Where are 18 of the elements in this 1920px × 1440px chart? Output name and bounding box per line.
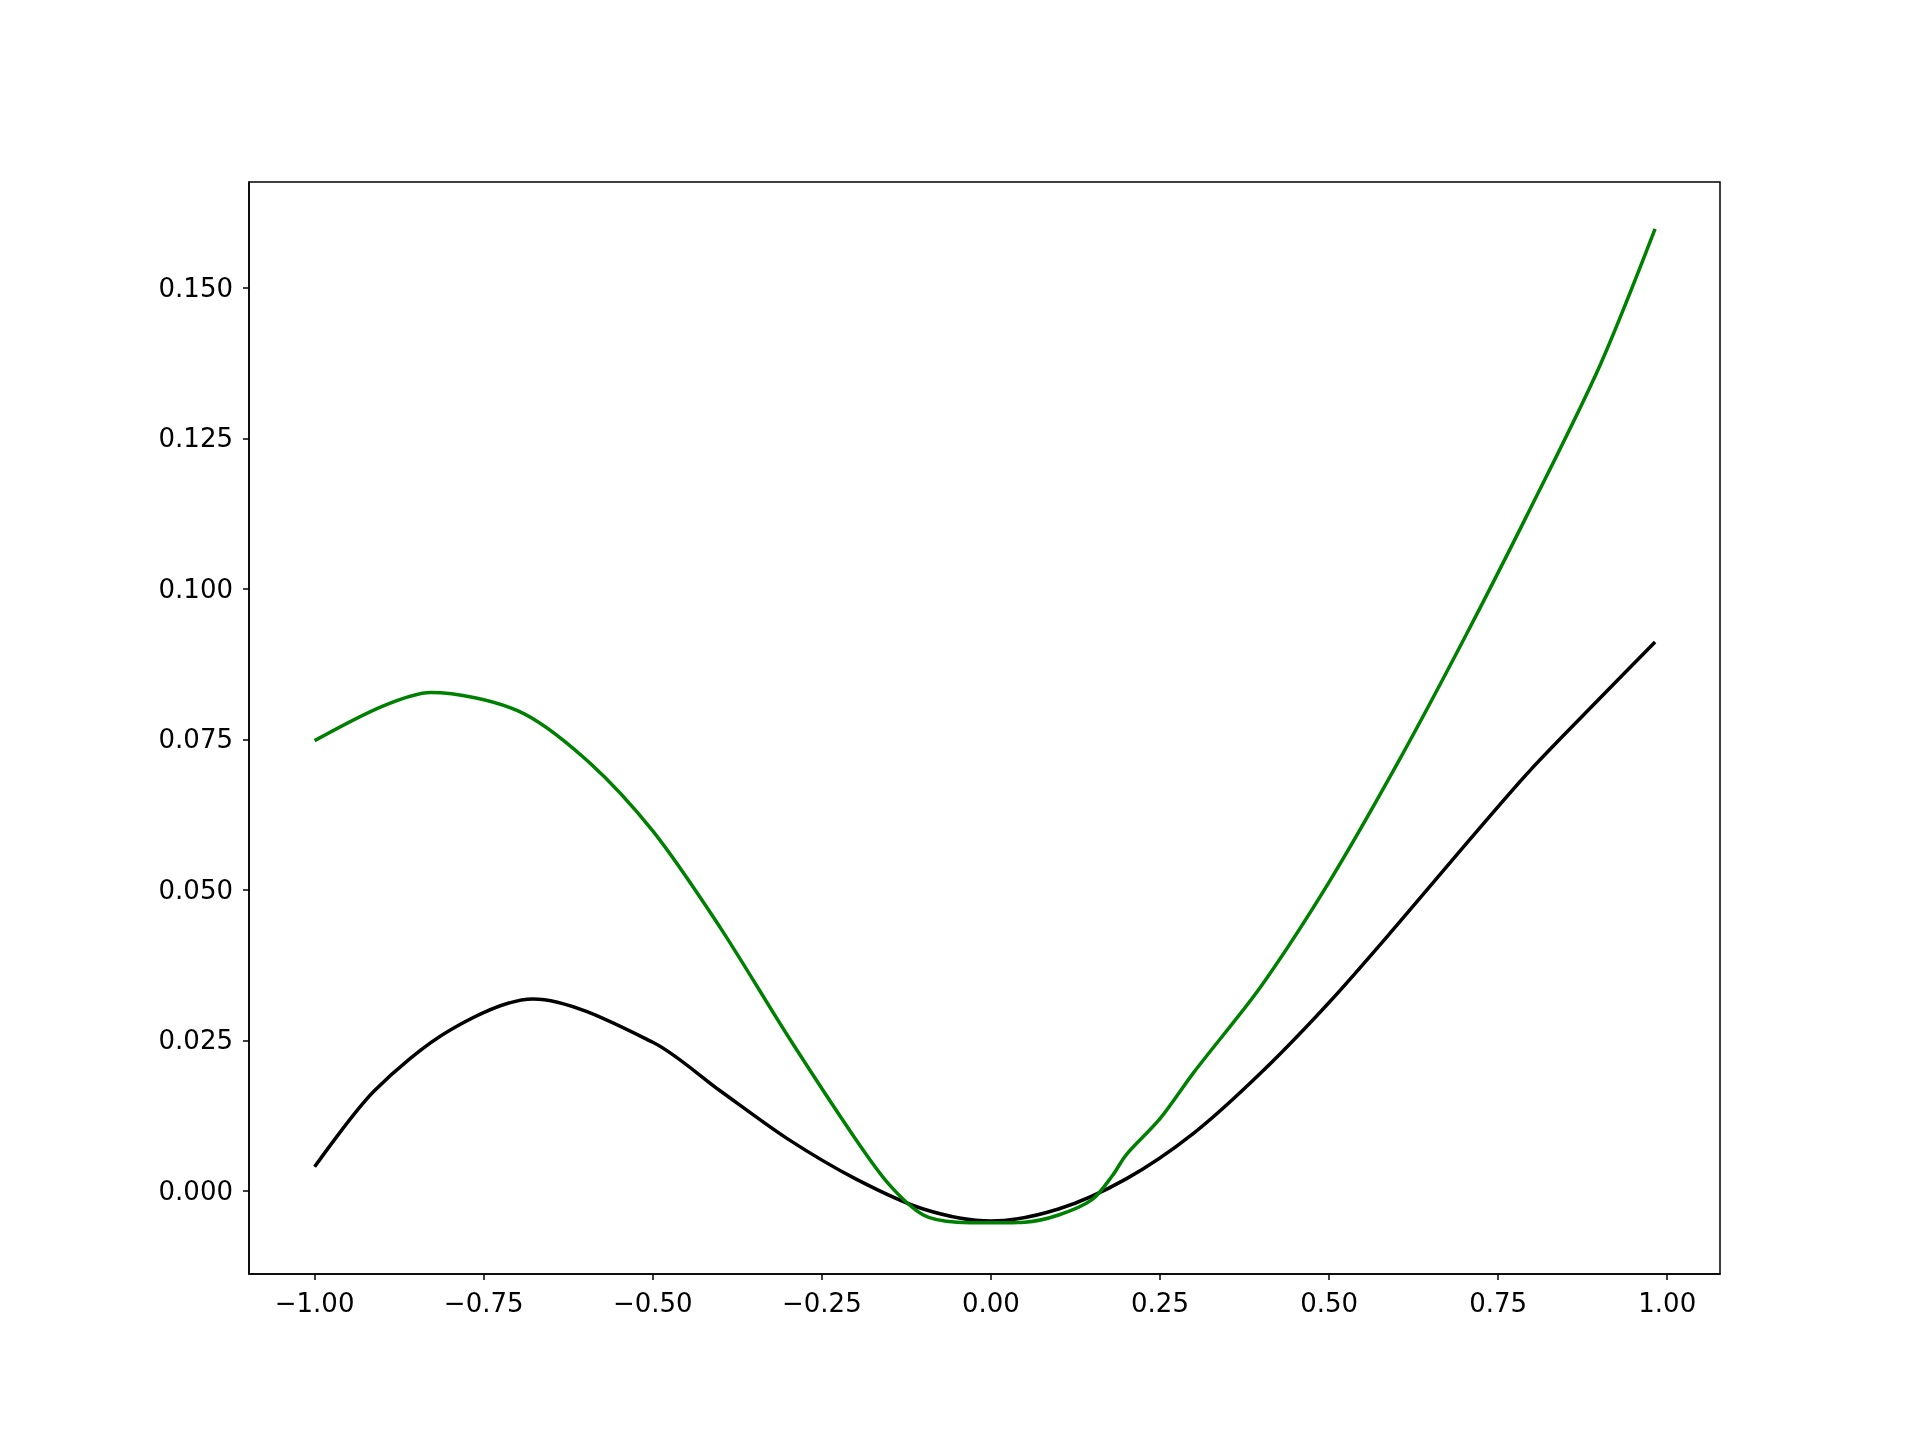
x-tick-label: −0.25: [782, 1288, 862, 1318]
x-tick-label: 0.25: [1131, 1288, 1189, 1318]
line-series: [312, 640, 1657, 1223]
y-tick-label: 0.125: [158, 423, 233, 454]
x-tick-label: −1.00: [274, 1288, 355, 1318]
y-tick-label: 0.025: [158, 1025, 233, 1056]
x-tick-label: 0.75: [1469, 1288, 1528, 1318]
y-tick-label: 0.050: [158, 874, 233, 905]
x-tick-label: −0.75: [443, 1288, 524, 1318]
y-tick-label: 0.075: [158, 724, 233, 755]
y-tick-label: 0.100: [158, 573, 233, 604]
line-series: [312, 227, 1657, 1225]
y-tick-label: 0.150: [158, 272, 233, 303]
x-tick-label: −0.50: [612, 1288, 693, 1318]
x-tick-label: 1.00: [1638, 1288, 1697, 1318]
y-tick-label: 0.000: [158, 1175, 233, 1206]
x-tick-label: 0.50: [1300, 1288, 1359, 1318]
x-tick-label: 0.00: [961, 1288, 1020, 1318]
